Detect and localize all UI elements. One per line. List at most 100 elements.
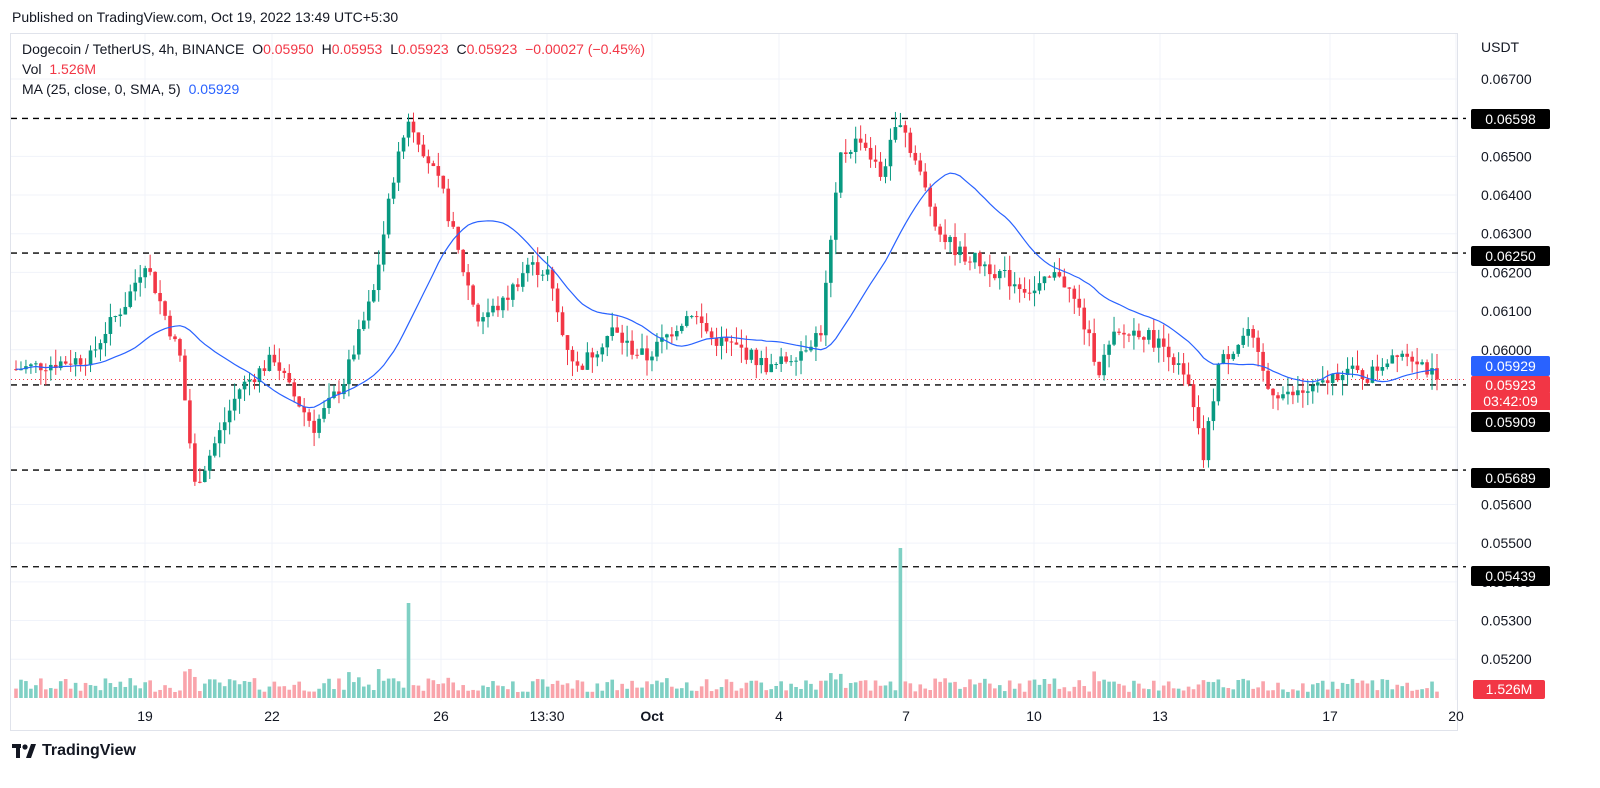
- candle-body: [431, 163, 436, 167]
- volume-bar: [679, 688, 684, 698]
- volume-bar: [704, 679, 709, 698]
- volume-bar: [1291, 689, 1295, 698]
- volume-bar: [923, 688, 928, 698]
- legend-volume: Vol 1.526M: [22, 61, 100, 77]
- candle-body: [34, 363, 38, 365]
- volume-bar: [451, 682, 456, 698]
- volume-bar: [625, 688, 629, 698]
- volume-bar: [501, 686, 505, 698]
- volume-bar: [203, 683, 207, 698]
- y-tick-label: 0.06400: [1481, 187, 1532, 203]
- volume-bar: [1241, 678, 1246, 698]
- legend-open: 0.05950: [263, 41, 314, 57]
- volume-bar: [24, 681, 28, 698]
- candle-body: [486, 312, 490, 318]
- candle-body: [1147, 330, 1151, 340]
- candle-body: [729, 341, 734, 343]
- candle-body: [73, 358, 78, 365]
- candle-body: [585, 352, 590, 370]
- volume-bar: [769, 689, 774, 698]
- candle-body: [461, 249, 465, 273]
- candle-body: [347, 359, 351, 385]
- candle-body: [1236, 344, 1241, 354]
- chart-frame: [10, 33, 1458, 731]
- volume-bar: [878, 685, 883, 698]
- volume-bar: [1310, 684, 1315, 698]
- volume-bar: [347, 672, 351, 698]
- candle-body: [168, 315, 172, 337]
- candle-body: [868, 147, 873, 160]
- candle-body: [1027, 292, 1032, 294]
- volume-bar: [58, 681, 63, 698]
- volume-bar: [1107, 681, 1111, 698]
- volume-bar: [744, 682, 749, 698]
- volume-bar: [262, 691, 267, 698]
- candle-body: [1057, 272, 1062, 277]
- volume-bar: [272, 681, 277, 698]
- volume-bar: [595, 683, 600, 698]
- y-tick-label: 0.06100: [1481, 303, 1532, 319]
- candle-body: [779, 356, 783, 365]
- volume-bar: [1171, 688, 1176, 698]
- volume-bar: [1380, 679, 1385, 698]
- candle-body: [719, 337, 724, 346]
- legend-ma-value: 0.05929: [188, 81, 240, 97]
- volume-bar: [14, 688, 18, 698]
- candle-body: [29, 364, 33, 367]
- candle-body: [516, 284, 520, 287]
- x-tick-label: 22: [264, 708, 280, 724]
- candle-body: [252, 379, 257, 383]
- candle-body: [1176, 363, 1181, 365]
- candle-body: [1345, 368, 1350, 376]
- volume-bar: [103, 678, 108, 698]
- volume-bar: [1211, 682, 1216, 698]
- volume-bar: [148, 680, 152, 698]
- candle-body: [1400, 353, 1405, 357]
- candle-body: [848, 152, 853, 155]
- candle-body: [163, 301, 167, 316]
- volume-bar: [665, 678, 669, 698]
- volume-bar: [520, 691, 525, 698]
- candle-body: [764, 357, 769, 373]
- volume-bar: [441, 683, 446, 698]
- legend-vol-value: 1.526M: [49, 61, 97, 77]
- candle-body: [858, 138, 863, 143]
- candle-body: [660, 337, 664, 342]
- volume-bar: [401, 687, 406, 698]
- x-tick-label: Oct: [640, 708, 664, 724]
- tradingview-logo[interactable]: TradingView: [12, 742, 136, 760]
- volume-bar: [1306, 691, 1310, 698]
- candle-body: [1415, 361, 1419, 365]
- candle-body: [565, 335, 570, 350]
- volume-bar: [361, 686, 366, 698]
- volume-bar: [1122, 685, 1126, 698]
- volume-bar: [426, 678, 431, 698]
- candle-body: [560, 312, 565, 336]
- candle-body: [635, 354, 639, 356]
- candle-body: [1296, 390, 1300, 396]
- volume-bar: [734, 690, 739, 698]
- volume-bar: [843, 687, 848, 698]
- level-label-0.05439: 0.05439: [1471, 566, 1550, 586]
- candle-body: [212, 443, 217, 456]
- candle-body: [312, 420, 316, 433]
- volume-bar: [1062, 687, 1067, 698]
- volume-bar: [550, 683, 555, 698]
- volume-bar: [237, 684, 242, 698]
- candle-body: [923, 171, 928, 188]
- volume-bar: [476, 690, 480, 698]
- volume-bar: [1350, 678, 1355, 698]
- volume-bar: [446, 677, 451, 698]
- volume-bar: [545, 686, 550, 698]
- candle-body: [1171, 357, 1176, 365]
- candle-body: [471, 285, 475, 305]
- candle-body: [824, 282, 828, 336]
- candle-body: [759, 357, 764, 366]
- candle-body: [242, 381, 247, 390]
- candle-body: [1410, 356, 1414, 362]
- volume-bar: [1370, 680, 1375, 698]
- volume-bar: [1082, 686, 1087, 698]
- candle-body: [183, 355, 187, 401]
- volume-bar: [888, 681, 893, 698]
